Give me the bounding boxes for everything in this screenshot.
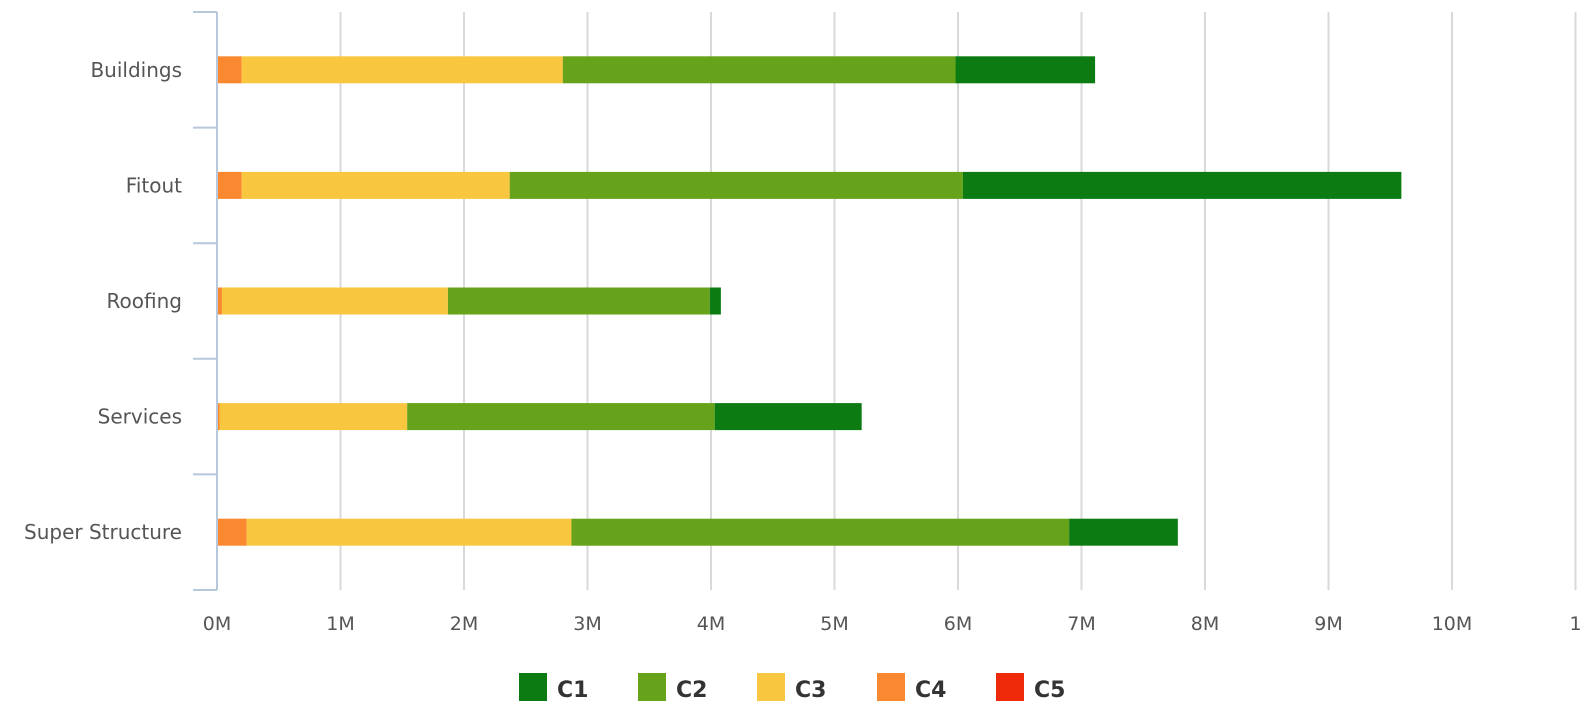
x-tick-label: 7M — [1067, 613, 1095, 635]
bar-segment-c4[interactable] — [217, 518, 247, 546]
bars — [217, 56, 1402, 546]
legend-label-c2[interactable]: C2 — [676, 678, 707, 703]
bar-segment-c2[interactable] — [407, 403, 715, 431]
bar-segment-c3[interactable] — [221, 287, 448, 315]
x-tick-label: 3M — [573, 613, 601, 635]
legend-label-c4[interactable]: C4 — [915, 678, 946, 703]
category-label: Super Structure — [24, 520, 182, 544]
x-tick-label: 1M — [326, 613, 354, 635]
bar-segment-c1[interactable] — [714, 403, 862, 431]
legend-swatch-c4[interactable] — [877, 673, 905, 701]
x-tick-label: 0M — [203, 613, 231, 635]
bar-segment-c1[interactable] — [1069, 518, 1178, 546]
bar-segment-c4[interactable] — [217, 287, 222, 315]
category-label: Roofing — [107, 289, 182, 313]
category-labels: Buildings Fitout Roofing Services Super Stru… — [24, 58, 182, 544]
bar-segment-c4[interactable] — [217, 171, 242, 199]
legend-swatch-c5[interactable] — [996, 673, 1024, 701]
bar-segment-c2[interactable] — [447, 287, 710, 315]
bar-segment-c4[interactable] — [217, 56, 242, 84]
x-tick-label: 9M — [1314, 613, 1342, 635]
legend-label-c5[interactable]: C5 — [1034, 678, 1065, 703]
x-tick-label: 1 — [1569, 613, 1580, 635]
bar-segment-c1[interactable] — [955, 56, 1096, 84]
bar-segment-c3[interactable] — [241, 56, 563, 84]
legend-swatch-c3[interactable] — [757, 673, 785, 701]
x-tick-label: 6M — [944, 613, 972, 635]
category-label: Fitout — [126, 173, 182, 197]
category-label: Services — [98, 405, 182, 429]
legend-swatch-c2[interactable] — [638, 673, 666, 701]
legend-label-c3[interactable]: C3 — [795, 678, 826, 703]
x-tick-label: 5M — [820, 613, 848, 635]
x-tick-label: 2M — [450, 613, 478, 635]
x-axis-tick-labels: 0M 1M 2M 3M 4M 5M 6M 7M 8M 9M 10M 1 — [203, 613, 1580, 635]
category-label: Buildings — [90, 58, 182, 82]
legend-swatch-c1[interactable] — [519, 673, 547, 701]
legend-label-c1[interactable]: C1 — [557, 678, 588, 703]
bar-segment-c3[interactable] — [246, 518, 572, 546]
x-tick-label: 8M — [1191, 613, 1219, 635]
gridlines — [339, 12, 1577, 590]
bar-segment-c3[interactable] — [219, 403, 408, 431]
bar-segment-c1[interactable] — [962, 171, 1402, 199]
bar-segment-c4[interactable] — [217, 403, 220, 431]
bar-segment-c2[interactable] — [562, 56, 956, 84]
bar-segment-c2[interactable] — [509, 171, 963, 199]
x-tick-label: 10M — [1432, 613, 1473, 635]
bar-segment-c3[interactable] — [241, 171, 510, 199]
bar-segment-c2[interactable] — [571, 518, 1070, 546]
y-axis — [193, 11, 218, 591]
x-tick-label: 4M — [697, 613, 725, 635]
bar-segment-c1[interactable] — [709, 287, 721, 315]
legend: C1 C2 C3 C4 C5 — [519, 673, 1065, 703]
